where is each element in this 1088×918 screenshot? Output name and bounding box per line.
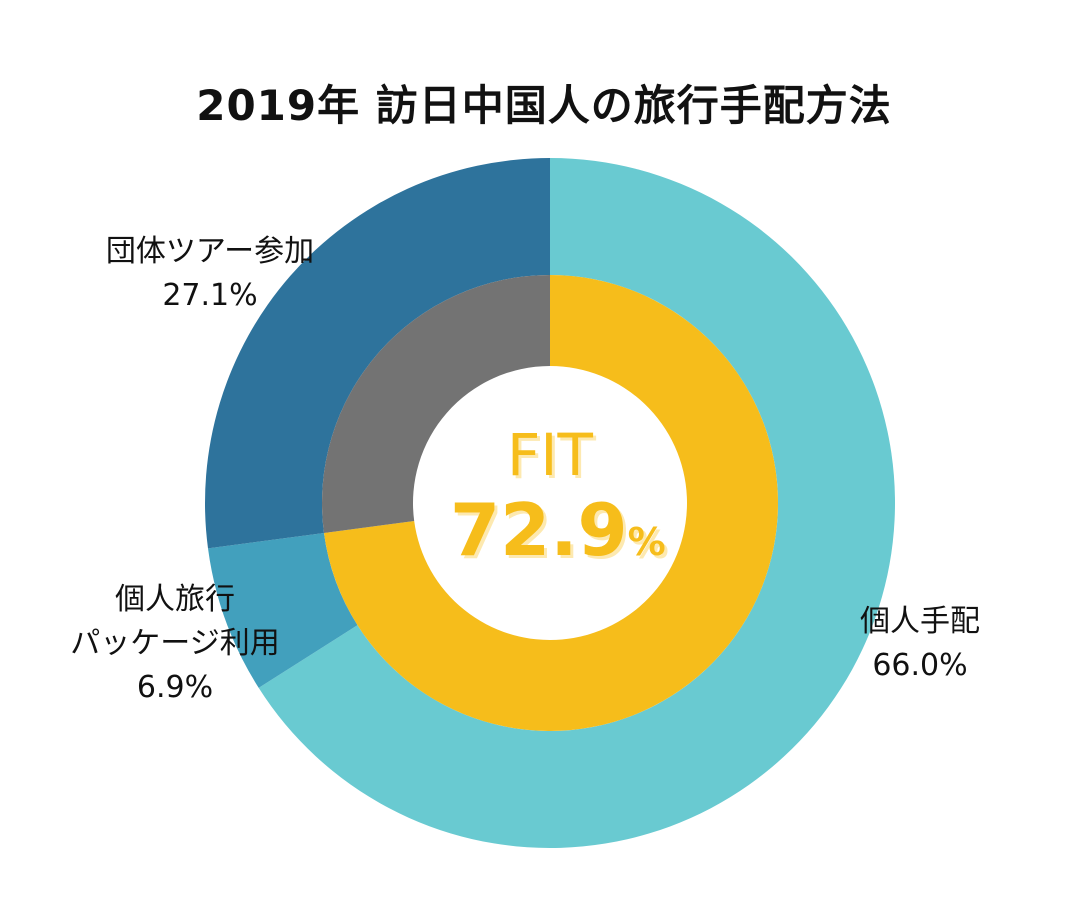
center-label-number: 72.9 bbox=[450, 488, 628, 572]
slice-label-group-tour-value: 27.1% bbox=[162, 278, 258, 313]
center-label-unit: % bbox=[627, 520, 666, 564]
slice-label-package-name-line2: パッケージ利用 bbox=[70, 626, 280, 661]
slice-label-individual: 個人手配 66.0% bbox=[820, 600, 1020, 688]
slice-label-package: 個人旅行 パッケージ利用 6.9% bbox=[30, 578, 320, 710]
chart-title: 2019年 訪日中国人の旅行手配方法 bbox=[196, 81, 892, 130]
slice-label-package-name-line1: 個人旅行 bbox=[115, 582, 235, 617]
center-label-word: FIT bbox=[507, 421, 593, 489]
slice-label-package-value: 6.9% bbox=[136, 670, 214, 705]
slice-label-group-tour: 団体ツアー参加 27.1% bbox=[60, 230, 360, 318]
outer-slice-0 bbox=[258, 158, 896, 849]
slice-label-individual-name: 個人手配 bbox=[860, 604, 980, 639]
center-label: FIT 72.9% bbox=[450, 421, 666, 584]
slice-label-group-tour-name: 団体ツアー参加 bbox=[105, 234, 315, 269]
outer-slice-1 bbox=[207, 532, 358, 688]
outer-slice-2 bbox=[205, 158, 550, 549]
inner-slice-0 bbox=[323, 275, 779, 731]
center-label-value: 72.9% bbox=[450, 488, 666, 584]
inner-slice-1 bbox=[322, 275, 550, 533]
slice-label-individual-value: 66.0% bbox=[872, 648, 968, 683]
